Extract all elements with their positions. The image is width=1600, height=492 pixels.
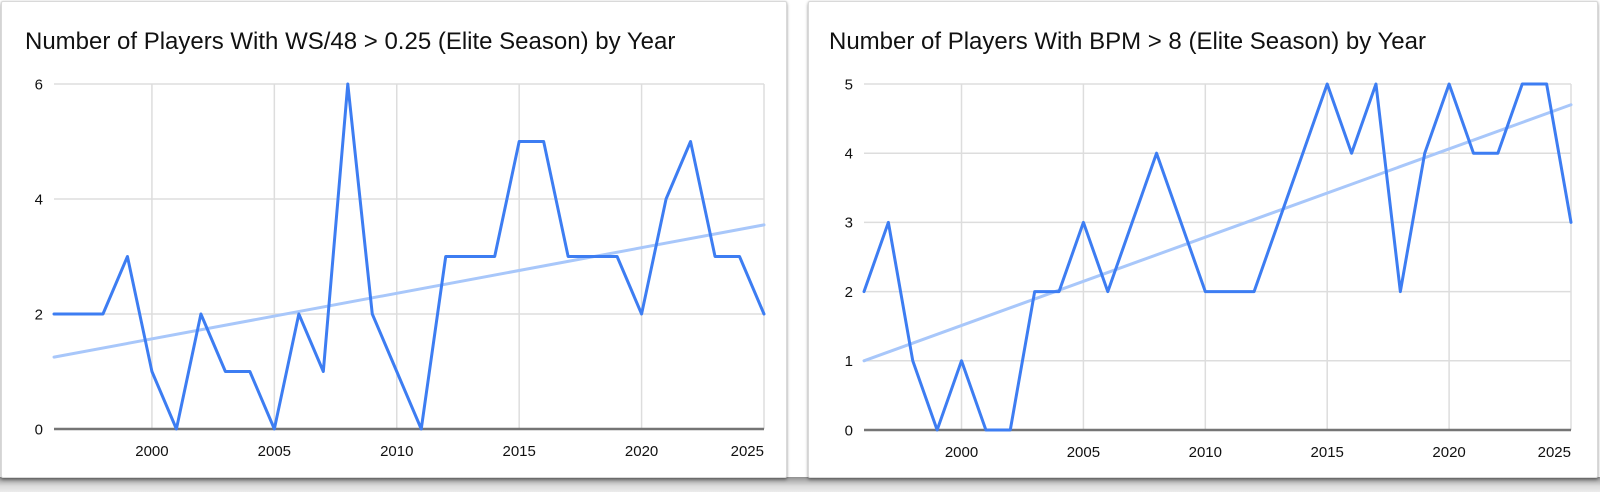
chart-card-bpm: Number of Players With BPM > 8 (Elite Se… bbox=[808, 1, 1598, 478]
x-tick-label: 2010 bbox=[380, 443, 413, 460]
data-line bbox=[52, 82, 766, 431]
chart-title-bpm: Number of Players With BPM > 8 (Elite Se… bbox=[829, 28, 1426, 55]
y-tick-label: 5 bbox=[845, 76, 853, 93]
y-tick-label: 1 bbox=[845, 353, 853, 370]
chart-card-ws48: Number of Players With WS/48 > 0.25 (Eli… bbox=[1, 1, 787, 478]
x-tick-label: 2025 bbox=[731, 443, 764, 460]
x-tick-label: 2015 bbox=[502, 443, 535, 460]
y-tick-label: 4 bbox=[35, 191, 43, 208]
y-tick-label: 4 bbox=[845, 145, 853, 162]
x-tick-label: 2020 bbox=[1432, 444, 1465, 461]
x-tick-label: 2025 bbox=[1538, 444, 1571, 461]
x-tick-label: 2015 bbox=[1311, 444, 1344, 461]
trendline bbox=[52, 223, 766, 359]
line-chart-bpm: 0 1 2 3 4 5 2000 2005 2010 2015 2020 2025 bbox=[845, 76, 1573, 461]
trendline bbox=[862, 103, 1573, 363]
x-tick-label: 2000 bbox=[945, 444, 978, 461]
x-tick-label: 2000 bbox=[135, 443, 168, 460]
y-tick-label: 0 bbox=[35, 421, 43, 438]
x-tick-label: 2005 bbox=[258, 443, 291, 460]
x-tick-label: 2010 bbox=[1189, 444, 1222, 461]
x-tick-label: 2020 bbox=[625, 443, 658, 460]
y-tick-label: 2 bbox=[35, 306, 43, 323]
y-tick-label: 3 bbox=[845, 215, 853, 232]
data-line bbox=[862, 82, 1573, 432]
y-tick-label: 2 bbox=[845, 284, 853, 301]
chart-title-ws48: Number of Players With WS/48 > 0.25 (Eli… bbox=[25, 28, 676, 55]
y-tick-label: 0 bbox=[845, 422, 853, 439]
card-drop-shadow bbox=[0, 477, 1600, 492]
x-tick-label: 2005 bbox=[1067, 444, 1100, 461]
y-tick-label: 6 bbox=[35, 76, 43, 93]
line-chart-ws48: 0 2 4 6 2000 2005 2010 2015 2020 2025 bbox=[35, 76, 766, 460]
